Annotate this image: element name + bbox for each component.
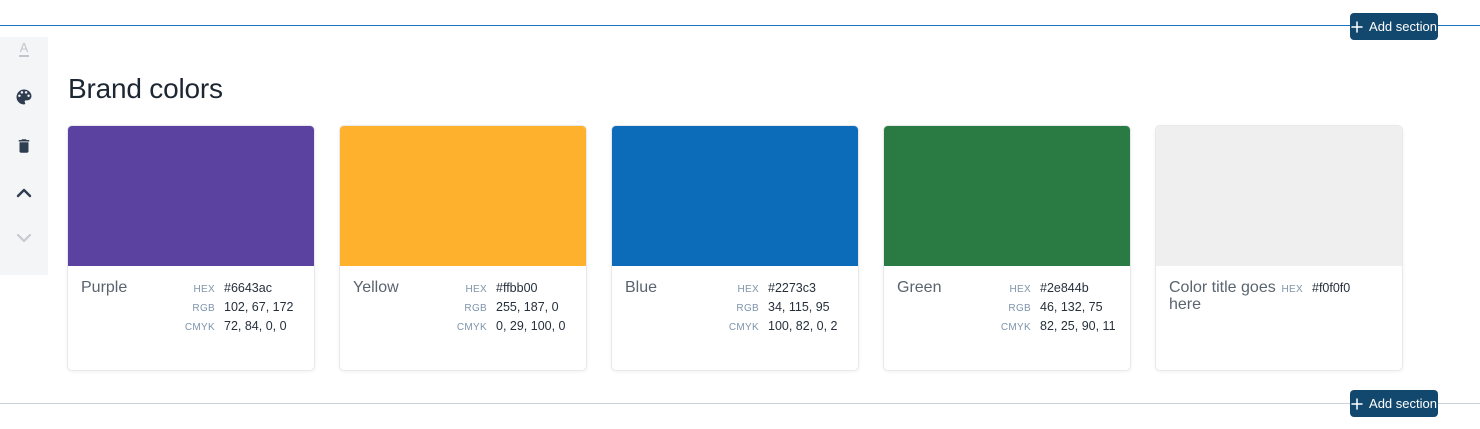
color-card[interactable]: Color title goes here HEX #f0f0f0 [1155,125,1403,371]
spec-label: HEX [1281,284,1303,295]
color-spec-row: CMYK 82, 25, 90, 11 [987,319,1116,333]
spec-value: 0, 29, 100, 0 [496,319,566,333]
color-card[interactable]: Blue HEX #2273c3 RGB 34, 115, 95 [611,125,859,371]
add-section-button-top[interactable]: Add section [1350,13,1438,40]
color-swatch[interactable] [68,126,314,266]
color-spec-row: RGB 46, 132, 75 [987,300,1116,314]
spec-value: #2273c3 [768,281,816,295]
color-palette-button[interactable] [12,87,36,107]
color-cards-row: Purple HEX #6643ac RGB 102, 67, 172 [67,125,1403,371]
spec-label: RGB [1008,303,1031,314]
plus-icon [1351,397,1363,410]
color-spec-row: CMYK 0, 29, 100, 0 [443,319,566,333]
move-section-down-button[interactable] [12,230,36,245]
color-spec-row: RGB 34, 115, 95 [715,300,838,314]
color-title[interactable]: Green [897,279,942,296]
spec-value: #ffbb00 [496,281,538,295]
color-spec-row: CMYK 72, 84, 0, 0 [171,319,294,333]
color-spec-row: RGB 102, 67, 172 [171,300,294,314]
color-spec-row: HEX #2e844b [987,281,1116,295]
add-section-label: Add section [1369,19,1437,34]
section-divider-bottom [0,403,1480,404]
chevron-down-icon [16,233,32,243]
color-card-body: Color title goes here HEX #f0f0f0 [1156,266,1402,370]
delete-section-button[interactable] [12,137,36,155]
color-spec-row: RGB 255, 187, 0 [443,300,566,314]
color-card[interactable]: Yellow HEX #ffbb00 RGB 255, 187, 0 [339,125,587,371]
spec-label: CMYK [1000,322,1031,333]
color-spec-row: HEX #f0f0f0 [1259,281,1351,295]
color-spec-row: CMYK 100, 82, 0, 2 [715,319,838,333]
spec-value: #2e844b [1040,281,1089,295]
color-specs: HEX #2e844b RGB 46, 132, 75 CMYK 82, 25,… [987,281,1116,338]
color-swatch[interactable] [1156,126,1402,266]
spec-value: 255, 187, 0 [496,300,559,314]
color-specs: HEX #6643ac RGB 102, 67, 172 CMYK 72, 84… [171,281,294,338]
color-spec-row: HEX #6643ac [171,281,294,295]
palette-icon [14,87,34,107]
trash-icon [15,137,33,155]
add-section-button-bottom[interactable]: Add section [1350,390,1438,417]
color-card-body: Purple HEX #6643ac RGB 102, 67, 172 [68,266,314,370]
text-style-button[interactable]: A [12,41,36,57]
spec-label: HEX [1009,284,1031,295]
color-title[interactable]: Color title goes here [1169,279,1276,313]
spec-label: RGB [736,303,759,314]
spec-label: RGB [464,303,487,314]
spec-label: HEX [193,284,215,295]
color-card[interactable]: Purple HEX #6643ac RGB 102, 67, 172 [67,125,315,371]
chevron-up-icon [16,188,32,198]
color-swatch[interactable] [340,126,586,266]
color-card-body: Yellow HEX #ffbb00 RGB 255, 187, 0 [340,266,586,370]
section-divider-top [0,25,1480,26]
spec-label: CMYK [456,322,487,333]
color-swatch[interactable] [884,126,1130,266]
move-section-up-button[interactable] [12,185,36,200]
spec-label: HEX [465,284,487,295]
add-section-label: Add section [1369,396,1437,411]
page-title[interactable]: Brand colors [68,73,223,104]
spec-label: CMYK [728,322,759,333]
color-specs: HEX #f0f0f0 [1259,281,1351,300]
spec-value: #6643ac [224,281,272,295]
spec-label: RGB [192,303,215,314]
color-card-body: Blue HEX #2273c3 RGB 34, 115, 95 [612,266,858,370]
spec-value: 102, 67, 172 [224,300,294,314]
plus-icon [1351,20,1363,33]
spec-value: 72, 84, 0, 0 [224,319,287,333]
color-specs: HEX #ffbb00 RGB 255, 187, 0 CMYK 0, 29, … [443,281,566,338]
color-card[interactable]: Green HEX #2e844b RGB 46, 132, 75 [883,125,1131,371]
spec-value: #f0f0f0 [1312,281,1351,295]
spec-label: HEX [737,284,759,295]
color-spec-row: HEX #ffbb00 [443,281,566,295]
spec-value: 46, 132, 75 [1040,300,1103,314]
color-title[interactable]: Purple [81,279,128,296]
spec-value: 34, 115, 95 [768,300,830,314]
spec-value: 100, 82, 0, 2 [768,319,838,333]
color-swatch[interactable] [612,126,858,266]
spec-label: CMYK [184,322,215,333]
color-specs: HEX #2273c3 RGB 34, 115, 95 CMYK 100, 82… [715,281,838,338]
color-title[interactable]: Blue [625,279,658,296]
spec-value: 82, 25, 90, 11 [1040,319,1116,333]
color-card-body: Green HEX #2e844b RGB 46, 132, 75 [884,266,1130,370]
color-title[interactable]: Yellow [353,279,399,296]
text-style-icon: A [18,40,30,57]
color-spec-row: HEX #2273c3 [715,281,838,295]
section-tool-sidebar: A [0,37,48,275]
